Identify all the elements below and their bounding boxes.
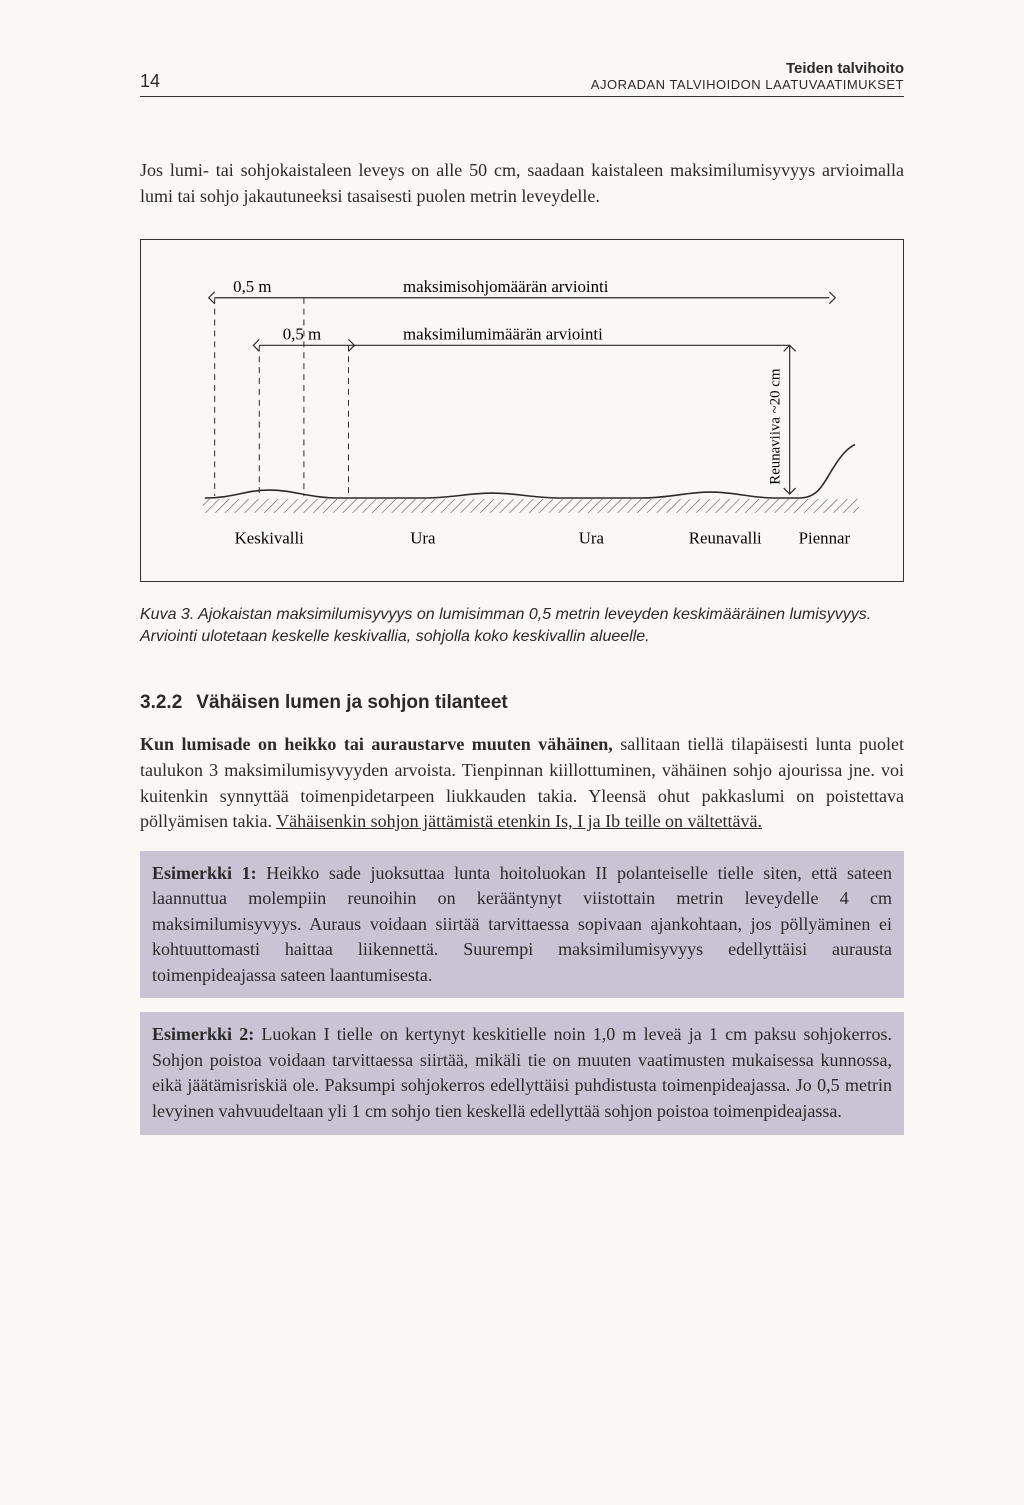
figure-box: 0,5 m maksimisohjomäärän arviointi 0,5 m… [140, 239, 904, 582]
body-paragraph-1: Kun lumisade on heikko tai auraustarve m… [140, 732, 904, 834]
section-title: Vähäisen lumen ja sohjon tilanteet [196, 692, 507, 713]
col-piennar: Piennar [799, 529, 851, 548]
col-ura-2: Ura [579, 529, 605, 548]
example-1-label: Esimerkki 1: [152, 863, 257, 883]
page-header: 14 Teiden talvihoito AJORADAN TALVIHOIDO… [140, 60, 904, 97]
caption-text: Ajokaistan maksimilumisyvyys on lumisimm… [140, 606, 871, 645]
header-title-sub: AJORADAN TALVIHOIDON LAATUVAATIMUKSET [591, 77, 904, 92]
yaxis-label: Reunaviiva ~20 cm [768, 368, 784, 485]
label-lumi: maksimilumimäärän arviointi [403, 325, 603, 344]
caption-lead: Kuva 3. [140, 606, 194, 623]
ground-hatch [203, 499, 859, 513]
example-2-text: Luokan I tielle on kertynyt keskitielle … [152, 1024, 892, 1121]
road-profile [205, 445, 855, 499]
section-number: 3.2.2 [140, 692, 182, 713]
label-sohjo: maksimisohjomäärän arviointi [403, 277, 609, 296]
example-1-text: Heikko sade juoksuttaa lunta hoitoluokan… [152, 863, 892, 985]
road-cross-section-diagram: 0,5 m maksimisohjomäärän arviointi 0,5 m… [175, 268, 869, 556]
dim-05m-inner: 0,5 m [283, 325, 321, 344]
para1-underline: Vähäisenkin sohjon jättämistä etenkin Is… [276, 811, 762, 831]
section-heading: 3.2.2 Vähäisen lumen ja sohjon tilanteet [140, 692, 904, 714]
col-reunavalli: Reunavalli [689, 529, 762, 548]
col-keskivalli: Keskivalli [235, 529, 305, 548]
header-titles: Teiden talvihoito AJORADAN TALVIHOIDON L… [591, 60, 904, 92]
col-ura-1: Ura [410, 529, 436, 548]
example-2-label: Esimerkki 2: [152, 1024, 254, 1044]
page-number: 14 [140, 71, 160, 92]
header-title-main: Teiden talvihoito [591, 60, 904, 77]
figure-caption: Kuva 3. Ajokaistan maksimilumisyvyys on … [140, 604, 904, 649]
intro-paragraph: Jos lumi- tai sohjokaistaleen leveys on … [140, 157, 904, 209]
example-2: Esimerkki 2: Luokan I tielle on kertynyt… [140, 1012, 904, 1134]
para1-bold: Kun lumisade on heikko tai auraustarve m… [140, 734, 613, 754]
dim-05m-outer: 0,5 m [233, 277, 271, 296]
document-page: 14 Teiden talvihoito AJORADAN TALVIHOIDO… [0, 0, 1024, 1505]
example-1: Esimerkki 1: Heikko sade juoksuttaa lunt… [140, 851, 904, 999]
